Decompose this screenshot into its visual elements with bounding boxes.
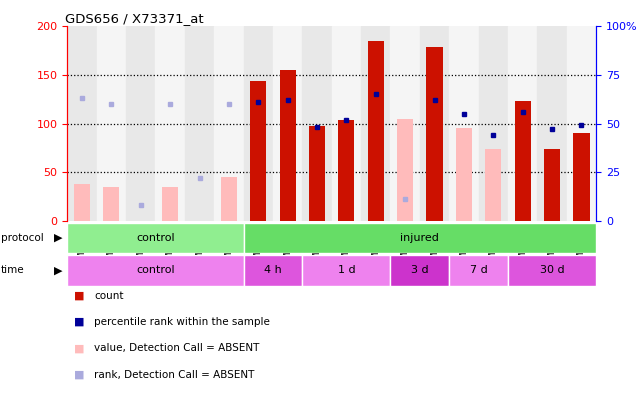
Bar: [67, 223, 244, 253]
Bar: [250, 81, 267, 221]
Bar: [303, 26, 332, 221]
Bar: [390, 255, 449, 286]
Bar: [397, 119, 413, 221]
Bar: [338, 119, 354, 221]
Bar: [537, 26, 567, 221]
Bar: [426, 47, 443, 221]
Bar: [449, 26, 479, 221]
Bar: [508, 255, 596, 286]
Bar: [390, 26, 420, 221]
Bar: [244, 223, 596, 253]
Bar: [309, 126, 325, 221]
Bar: [244, 255, 303, 286]
Text: 4 h: 4 h: [264, 265, 282, 275]
Bar: [279, 70, 296, 221]
Text: ■: ■: [74, 291, 84, 301]
Bar: [67, 26, 97, 221]
Bar: [361, 26, 390, 221]
Bar: [221, 177, 237, 221]
Bar: [244, 26, 273, 221]
Bar: [74, 184, 90, 221]
Text: time: time: [1, 265, 24, 275]
Text: ■: ■: [74, 370, 84, 379]
Bar: [420, 26, 449, 221]
Bar: [456, 128, 472, 221]
Text: GDS656 / X73371_at: GDS656 / X73371_at: [65, 12, 203, 25]
Bar: [214, 26, 244, 221]
Bar: [185, 26, 214, 221]
Text: injured: injured: [401, 233, 439, 243]
Text: ▶: ▶: [54, 265, 63, 275]
Bar: [155, 26, 185, 221]
Bar: [162, 187, 178, 221]
Text: control: control: [136, 233, 175, 243]
Bar: [332, 26, 361, 221]
Bar: [126, 26, 155, 221]
Bar: [368, 41, 384, 221]
Text: rank, Detection Call = ABSENT: rank, Detection Call = ABSENT: [94, 370, 254, 379]
Bar: [515, 101, 531, 221]
Text: 7 d: 7 d: [470, 265, 488, 275]
Text: value, Detection Call = ABSENT: value, Detection Call = ABSENT: [94, 343, 260, 353]
Bar: [544, 149, 560, 221]
Bar: [567, 26, 596, 221]
Text: 30 d: 30 d: [540, 265, 564, 275]
Bar: [573, 133, 590, 221]
Bar: [485, 149, 501, 221]
Bar: [479, 26, 508, 221]
Text: ■: ■: [74, 317, 84, 327]
Bar: [273, 26, 303, 221]
Bar: [449, 255, 508, 286]
Bar: [103, 187, 119, 221]
Bar: [303, 255, 390, 286]
Bar: [508, 26, 537, 221]
Text: 1 d: 1 d: [338, 265, 355, 275]
Bar: [97, 26, 126, 221]
Text: ▶: ▶: [54, 233, 63, 243]
Text: count: count: [94, 291, 124, 301]
Text: ■: ■: [74, 343, 84, 353]
Text: percentile rank within the sample: percentile rank within the sample: [94, 317, 270, 327]
Text: 3 d: 3 d: [411, 265, 429, 275]
Text: protocol: protocol: [1, 233, 44, 243]
Bar: [67, 255, 244, 286]
Text: control: control: [136, 265, 175, 275]
